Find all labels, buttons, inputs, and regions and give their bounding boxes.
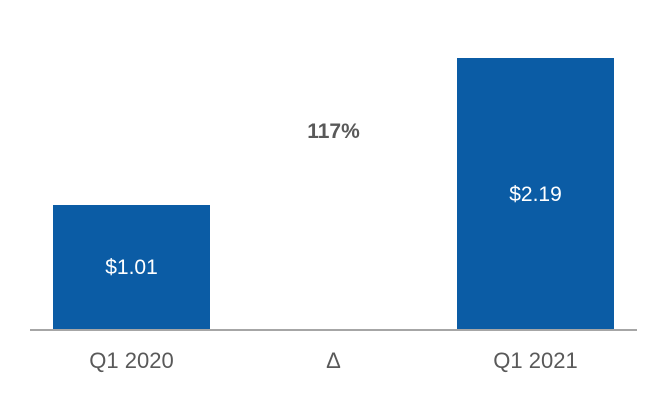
bar-value-label-q1-2020: $1.01 bbox=[105, 256, 158, 279]
x-axis-label-delta: Δ bbox=[326, 348, 341, 373]
bar-q1-2021: $2.19 bbox=[457, 58, 614, 330]
delta-percentage-label: 117% bbox=[307, 120, 360, 143]
bar-value-label-q1-2021: $2.19 bbox=[509, 182, 562, 206]
x-axis-line bbox=[30, 329, 637, 331]
x-axis-label-q1-2021: Q1 2021 bbox=[493, 348, 578, 373]
x-axis-label-q1-2020: Q1 2020 bbox=[89, 348, 174, 373]
bar-q1-2020: $1.01 bbox=[53, 205, 210, 330]
